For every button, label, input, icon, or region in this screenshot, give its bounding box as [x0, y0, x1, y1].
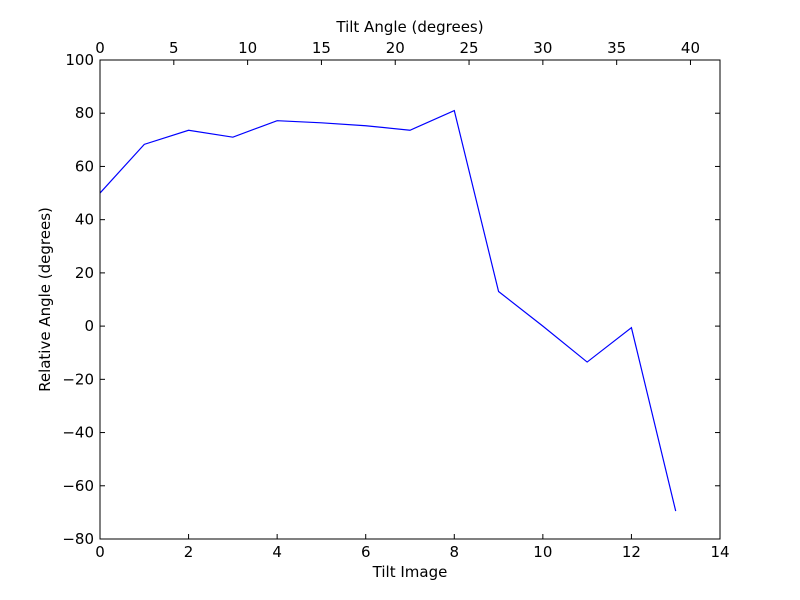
y-axis-title: Relative Angle (degrees) [36, 207, 54, 392]
top-axis-title: Tilt Angle (degrees) [335, 18, 483, 36]
series-line [99, 109, 677, 512]
x-tick-label: 12 [622, 543, 641, 561]
top-tick-label: 30 [533, 39, 552, 57]
top-tick-label: 10 [238, 39, 257, 57]
top-tick-label: 0 [95, 39, 105, 57]
top-tick-label: 20 [386, 39, 405, 57]
top-tick-label: 40 [681, 39, 700, 57]
top-tick-label: 25 [460, 39, 479, 57]
y-tick-label: 0 [84, 317, 94, 335]
x-tick-label: 4 [272, 543, 282, 561]
x-tick-label: 10 [533, 543, 552, 561]
plot-frame [99, 59, 721, 540]
y-tick-label: 60 [75, 157, 94, 175]
y-tick-label: −60 [62, 477, 94, 495]
x-tick-label: 2 [184, 543, 194, 561]
x-axis-title: Tilt Image [372, 563, 448, 581]
y-tick-label: 100 [65, 51, 94, 69]
y-tick-label: 80 [75, 104, 94, 122]
top-tick-label: 15 [312, 39, 331, 57]
series-layer [99, 109, 677, 512]
y-tick-label: −80 [62, 530, 94, 548]
x-tick-label: 8 [450, 543, 460, 561]
ticks-layer: 0 2 4 6 8 10 12 14 0 5 10 15 20 25 30 35 40 −80 −60 −40 −20 0… [62, 39, 729, 561]
y-tick-label: 40 [75, 211, 94, 229]
y-tick-label: −40 [62, 424, 94, 442]
x-tick-label: 6 [361, 543, 371, 561]
x-tick-label: 0 [95, 543, 105, 561]
y-tick-label: −20 [62, 370, 94, 388]
top-tick-label: 35 [607, 39, 626, 57]
top-tick-label: 5 [169, 39, 179, 57]
y-tick-label: 20 [75, 264, 94, 282]
x-tick-label: 14 [710, 543, 729, 561]
